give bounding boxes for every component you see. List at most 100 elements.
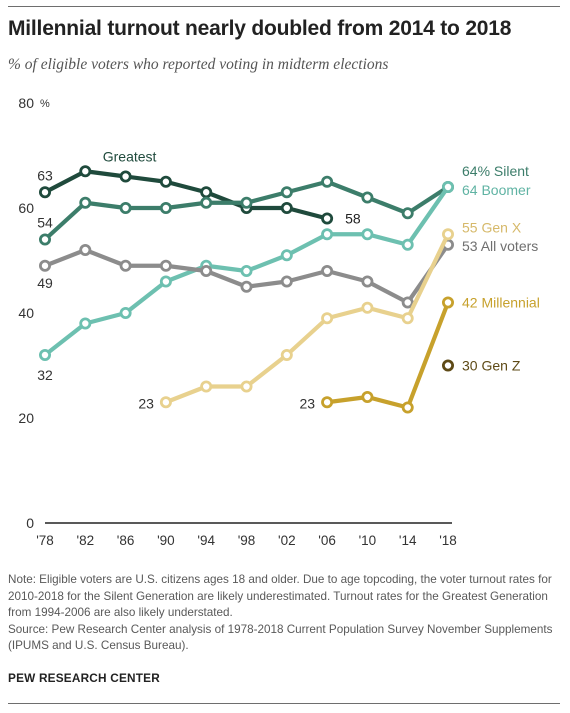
data-point (321, 175, 334, 188)
data-point (401, 312, 414, 325)
brand-name: PEW RESEARCH CENTER (8, 671, 160, 685)
data-point (321, 264, 334, 277)
label-boomer-10: 64 Boomer (462, 182, 531, 198)
series-millennial (321, 296, 454, 414)
label-greatest-7: 58 (345, 211, 361, 227)
x-tick-label-4: '94 (197, 533, 215, 548)
data-point (119, 306, 132, 319)
data-point (159, 202, 172, 215)
data-point (119, 259, 132, 272)
label-gen-x-10: 55 Gen X (462, 219, 522, 235)
data-point (119, 202, 132, 215)
data-point (441, 181, 454, 194)
chart-title: Millennial turnout nearly doubled from 2… (8, 17, 512, 40)
data-point (39, 233, 52, 246)
data-point (401, 401, 414, 414)
data-point (321, 212, 334, 225)
data-point (200, 186, 213, 199)
bottom-rule (8, 703, 560, 704)
data-point (39, 259, 52, 272)
data-point (79, 243, 92, 256)
series-silent (39, 175, 454, 246)
label-millennial-10: 42 Millennial (462, 295, 540, 311)
data-point (280, 202, 293, 215)
data-point (401, 296, 414, 309)
label-all-voters-10: 53 All voters (462, 238, 538, 254)
data-point (280, 348, 293, 361)
x-tick-label-8: '10 (359, 533, 377, 548)
data-point (321, 312, 334, 325)
data-point (79, 317, 92, 330)
label-layer: 63 58 Greatest 54 64% Silent 32 64 Boomer 49 53 … (37, 148, 540, 411)
data-point (441, 296, 454, 309)
x-tick-label-5: '98 (238, 533, 256, 548)
x-tick-label-6: '02 (278, 533, 296, 548)
series-layer (39, 165, 454, 414)
y-tick-label-80: 80 (18, 95, 34, 111)
data-point (39, 186, 52, 199)
label-greatest-0: 63 (37, 167, 53, 183)
series-all-voters (39, 238, 454, 309)
data-point (280, 249, 293, 262)
series-line (163, 232, 451, 405)
data-point (361, 275, 374, 288)
notes-block: Note: Eligible voters are U.S. citizens … (8, 572, 564, 655)
data-point (401, 238, 414, 251)
data-point (321, 228, 334, 241)
label-gen-x-3: 23 (138, 395, 154, 411)
top-rule (8, 6, 560, 7)
data-point (361, 301, 374, 314)
label-millennial-7: 23 (300, 395, 316, 411)
data-point (361, 390, 374, 403)
series-greatest (39, 165, 334, 225)
y-unit-label: % (40, 98, 50, 110)
data-point (361, 228, 374, 241)
data-point (39, 348, 52, 361)
data-point (79, 165, 92, 178)
data-point (441, 228, 454, 241)
axis-layer: 0 20 40 60 80 % '78 '82 '86 '90 '94 '98 '02 '06 '10 '14… (18, 95, 456, 548)
data-point (441, 359, 454, 372)
data-point (159, 175, 172, 188)
data-point (321, 396, 334, 409)
x-tick-label-9: '14 (399, 533, 417, 548)
y-tick-label-60: 60 (18, 200, 34, 216)
data-point (200, 380, 213, 393)
data-point (280, 186, 293, 199)
y-tick-label-20: 20 (18, 410, 34, 426)
x-tick-label-3: '90 (157, 533, 175, 548)
data-point (159, 259, 172, 272)
label-silent-10: 64% Silent (462, 163, 529, 179)
data-point (119, 170, 132, 183)
data-point (79, 196, 92, 209)
chart-subtitle: % of eligible voters who reported voting… (8, 56, 389, 73)
data-point (240, 380, 253, 393)
data-point (280, 275, 293, 288)
series-gen-z (441, 359, 454, 372)
data-point (240, 280, 253, 293)
series-line (42, 169, 330, 221)
y-tick-label-0: 0 (26, 515, 34, 531)
x-tick-label-2: '86 (117, 533, 135, 548)
source-text: Source: Pew Research Center analysis of … (8, 622, 553, 653)
data-point (401, 207, 414, 220)
data-point (200, 196, 213, 209)
y-tick-label-40: 40 (18, 305, 34, 321)
note-text: Note: Eligible voters are U.S. citizens … (8, 573, 552, 619)
series-line (325, 300, 451, 410)
x-tick-label-10: '18 (439, 533, 457, 548)
x-tick-label-1: '82 (77, 533, 95, 548)
label-silent-0: 54 (37, 215, 53, 231)
series-gen-x (159, 228, 454, 409)
data-point (200, 264, 213, 277)
label-boomer-0: 32 (37, 367, 53, 383)
label-all-voters-0: 49 (37, 275, 53, 291)
x-tick-label-7: '06 (318, 533, 336, 548)
x-tick-label-0: '78 (36, 533, 54, 548)
data-point (240, 196, 253, 209)
data-point (159, 275, 172, 288)
label-gen-z-10: 30 Gen Z (462, 358, 521, 374)
label-greatest-1: Greatest (103, 148, 157, 164)
series-boomer (39, 181, 454, 361)
